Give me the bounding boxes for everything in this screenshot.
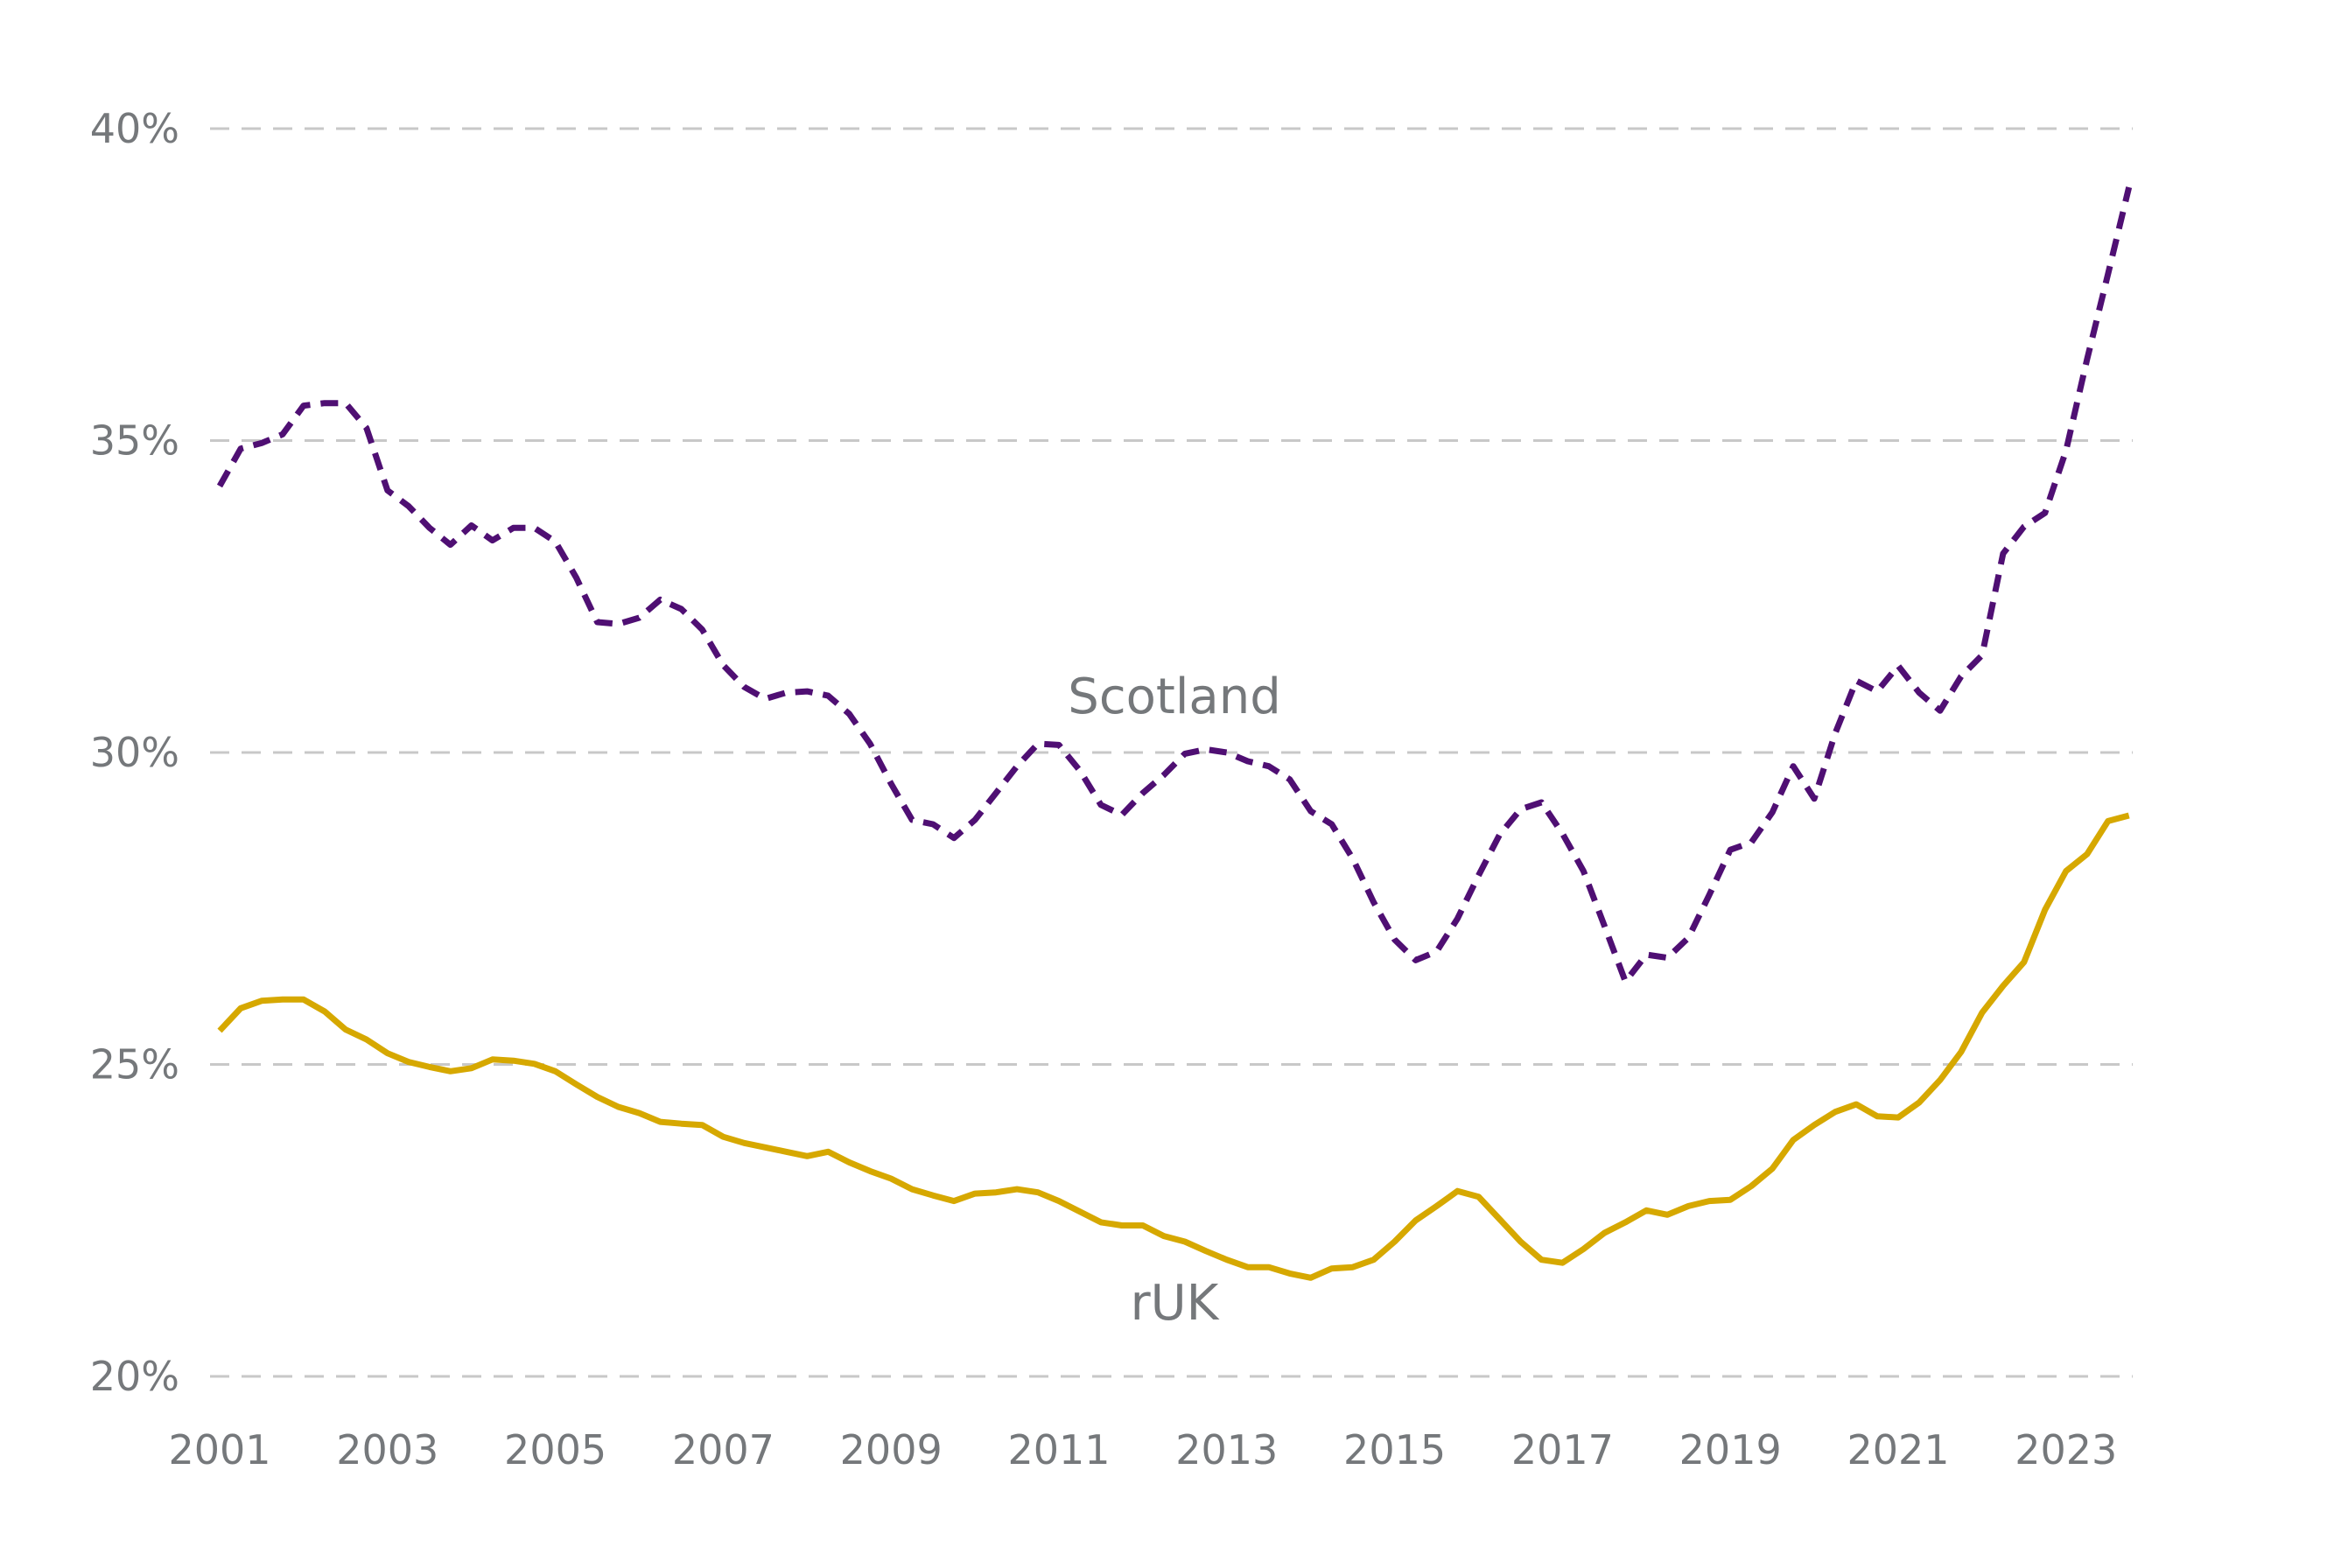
x-tick-label: 2001 — [168, 1426, 270, 1474]
y-tick-label: 30% — [90, 729, 179, 776]
x-tick-label: 2009 — [840, 1426, 943, 1474]
y-tick-label: 40% — [90, 105, 179, 152]
y-axis-ticks: 20% 25% 30% 35% 40% — [90, 105, 179, 1400]
x-tick-label: 2017 — [1511, 1426, 1614, 1474]
x-tick-label: 2011 — [1007, 1426, 1110, 1474]
y-tick-label: 25% — [90, 1041, 179, 1088]
x-tick-label: 2021 — [1847, 1426, 1949, 1474]
x-tick-label: 2013 — [1175, 1426, 1278, 1474]
y-tick-label: 20% — [90, 1353, 179, 1400]
series-line-ruk — [217, 812, 2130, 1281]
gridlines — [210, 127, 2133, 1378]
series-label-scotland: Scotland — [1068, 668, 1280, 725]
x-tick-label: 2003 — [336, 1426, 438, 1474]
x-tick-label: 2019 — [1679, 1426, 1782, 1474]
series-label-ruk: rUK — [1131, 1275, 1220, 1332]
x-tick-label: 2023 — [2015, 1426, 2117, 1474]
x-axis-ticks: 2001 2003 2005 2007 2009 2011 2013 2015 2017 2019… — [168, 1426, 2117, 1474]
x-tick-label: 2007 — [672, 1426, 774, 1474]
series-lines — [216, 186, 2133, 1281]
x-tick-label: 2015 — [1343, 1426, 1446, 1474]
series-line-scotland — [216, 186, 2133, 985]
x-tick-label: 2005 — [504, 1426, 606, 1474]
y-tick-label: 35% — [90, 417, 179, 465]
